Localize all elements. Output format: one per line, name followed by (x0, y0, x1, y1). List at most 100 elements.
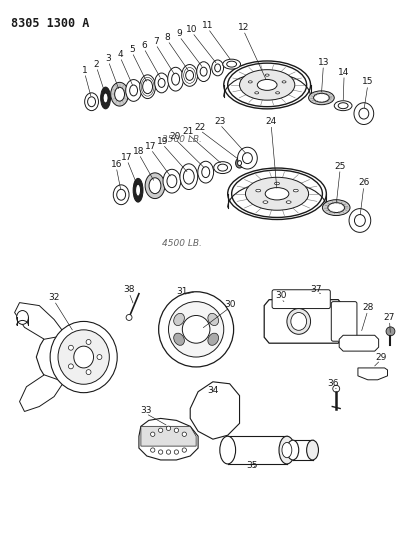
Text: 37: 37 (311, 285, 322, 294)
Circle shape (159, 292, 234, 367)
Ellipse shape (354, 215, 365, 227)
Text: 27: 27 (384, 313, 395, 322)
Circle shape (174, 428, 178, 432)
FancyBboxPatch shape (331, 302, 357, 341)
Text: 11: 11 (202, 21, 214, 30)
Ellipse shape (212, 60, 224, 76)
Text: 26: 26 (358, 179, 370, 188)
Ellipse shape (154, 73, 169, 93)
Circle shape (386, 327, 395, 336)
Text: 30: 30 (224, 300, 235, 309)
Circle shape (150, 448, 155, 452)
Polygon shape (264, 300, 343, 343)
Ellipse shape (232, 170, 323, 217)
Text: 28: 28 (362, 303, 373, 312)
Ellipse shape (307, 440, 318, 460)
Ellipse shape (248, 81, 252, 83)
Ellipse shape (16, 311, 28, 325)
Ellipse shape (74, 346, 94, 368)
Ellipse shape (359, 108, 369, 119)
Ellipse shape (309, 91, 334, 104)
Ellipse shape (282, 442, 292, 458)
Text: 4: 4 (117, 50, 123, 59)
Ellipse shape (140, 75, 155, 99)
Ellipse shape (197, 62, 211, 82)
Ellipse shape (274, 182, 279, 185)
Ellipse shape (58, 330, 109, 384)
Ellipse shape (218, 164, 227, 171)
Text: 21: 21 (183, 127, 194, 136)
FancyBboxPatch shape (272, 290, 330, 309)
Ellipse shape (126, 79, 141, 101)
Ellipse shape (101, 87, 110, 109)
Text: 25: 25 (335, 161, 346, 171)
Ellipse shape (279, 436, 295, 464)
Polygon shape (19, 375, 64, 411)
Circle shape (159, 428, 163, 432)
Ellipse shape (338, 103, 348, 109)
Text: 6: 6 (141, 41, 147, 50)
Ellipse shape (265, 74, 269, 76)
Polygon shape (36, 332, 78, 383)
Ellipse shape (158, 78, 165, 87)
Text: 30: 30 (275, 291, 287, 300)
Ellipse shape (133, 179, 143, 202)
Ellipse shape (223, 59, 241, 69)
Ellipse shape (143, 80, 152, 94)
Circle shape (166, 450, 171, 454)
Ellipse shape (183, 169, 194, 184)
Text: 9: 9 (176, 29, 182, 38)
Circle shape (68, 345, 73, 350)
Ellipse shape (167, 175, 177, 188)
Ellipse shape (246, 177, 309, 210)
Ellipse shape (328, 203, 344, 213)
Text: 1: 1 (82, 66, 87, 75)
Polygon shape (358, 368, 388, 380)
Text: 33: 33 (140, 406, 152, 415)
Ellipse shape (136, 184, 140, 196)
Ellipse shape (186, 70, 194, 80)
Text: 24: 24 (265, 117, 277, 126)
Text: 34: 34 (207, 386, 219, 395)
Ellipse shape (214, 161, 232, 174)
Ellipse shape (243, 152, 253, 164)
Ellipse shape (50, 321, 117, 393)
Text: 17: 17 (145, 142, 157, 151)
Text: 32: 32 (48, 293, 60, 302)
Text: 3500 LB.: 3500 LB. (162, 135, 202, 144)
Text: 31: 31 (177, 287, 188, 296)
Ellipse shape (168, 67, 183, 91)
Ellipse shape (111, 82, 129, 106)
Ellipse shape (287, 309, 311, 334)
Ellipse shape (238, 160, 241, 166)
Ellipse shape (227, 61, 236, 67)
Text: 10: 10 (187, 25, 198, 34)
Ellipse shape (117, 189, 126, 200)
Text: 23: 23 (214, 117, 225, 126)
Circle shape (150, 432, 155, 437)
Ellipse shape (314, 93, 329, 102)
Ellipse shape (265, 188, 289, 200)
Circle shape (174, 450, 178, 454)
Circle shape (182, 448, 187, 452)
Ellipse shape (263, 201, 268, 204)
Ellipse shape (286, 201, 291, 204)
Text: 12: 12 (238, 23, 249, 32)
Ellipse shape (182, 64, 197, 86)
Ellipse shape (238, 147, 258, 169)
Text: 18: 18 (133, 147, 145, 156)
Ellipse shape (239, 70, 295, 100)
Ellipse shape (255, 92, 259, 94)
Ellipse shape (215, 64, 220, 72)
Polygon shape (141, 426, 196, 446)
Text: 36: 36 (328, 379, 339, 388)
Text: 8: 8 (165, 33, 171, 42)
Ellipse shape (145, 173, 165, 199)
Ellipse shape (200, 67, 207, 76)
Ellipse shape (291, 312, 307, 330)
Ellipse shape (287, 440, 299, 460)
Ellipse shape (236, 158, 243, 168)
Text: 13: 13 (318, 58, 329, 67)
Text: 20: 20 (170, 132, 181, 141)
Text: 16: 16 (110, 159, 122, 168)
